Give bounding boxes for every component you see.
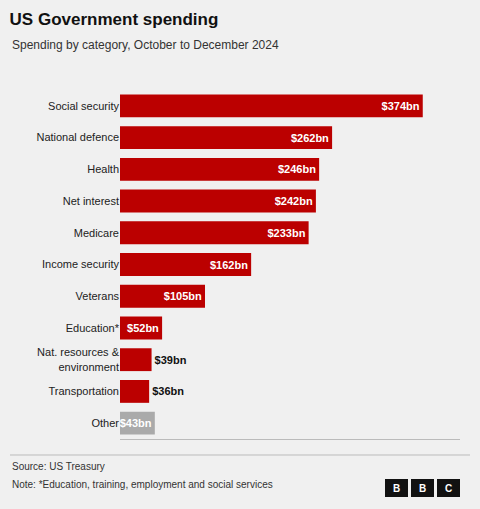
svg-text:$52bn: $52bn [127, 322, 159, 334]
svg-text:$105bn: $105bn [164, 290, 202, 302]
svg-text:B: B [393, 483, 400, 494]
svg-text:$374bn: $374bn [382, 100, 420, 112]
svg-text:National defence: National defence [36, 131, 119, 143]
svg-text:Source: US Treasury: Source: US Treasury [12, 461, 105, 472]
svg-text:Medicare: Medicare [74, 227, 119, 239]
svg-text:$36bn: $36bn [152, 385, 184, 397]
svg-text:Spending by category, October: Spending by category, October to Decembe… [12, 38, 279, 52]
svg-text:Transportation: Transportation [48, 385, 119, 397]
svg-text:C: C [445, 483, 452, 494]
svg-text:Education*: Education* [66, 322, 120, 334]
svg-text:Note: *Education, training, em: Note: *Education, training, employment a… [12, 479, 273, 490]
svg-text:Veterans: Veterans [76, 290, 120, 302]
svg-text:Social security: Social security [48, 100, 119, 112]
svg-text:$39bn: $39bn [155, 354, 187, 366]
svg-text:$246bn: $246bn [278, 163, 316, 175]
svg-text:Health: Health [87, 163, 119, 175]
svg-text:$233bn: $233bn [267, 227, 305, 239]
svg-text:Other: Other [91, 417, 119, 429]
svg-text:Income security: Income security [42, 258, 120, 270]
svg-text:$43bn: $43bn [120, 417, 152, 429]
svg-text:$242bn: $242bn [275, 195, 313, 207]
svg-text:Nat. resources &environment: Nat. resources &environment [37, 346, 120, 372]
svg-text:US Government spending: US Government spending [10, 10, 219, 29]
svg-text:Net interest: Net interest [63, 195, 119, 207]
svg-text:$262bn: $262bn [291, 132, 329, 144]
svg-text:B: B [419, 483, 426, 494]
svg-text:$162bn: $162bn [210, 259, 248, 271]
